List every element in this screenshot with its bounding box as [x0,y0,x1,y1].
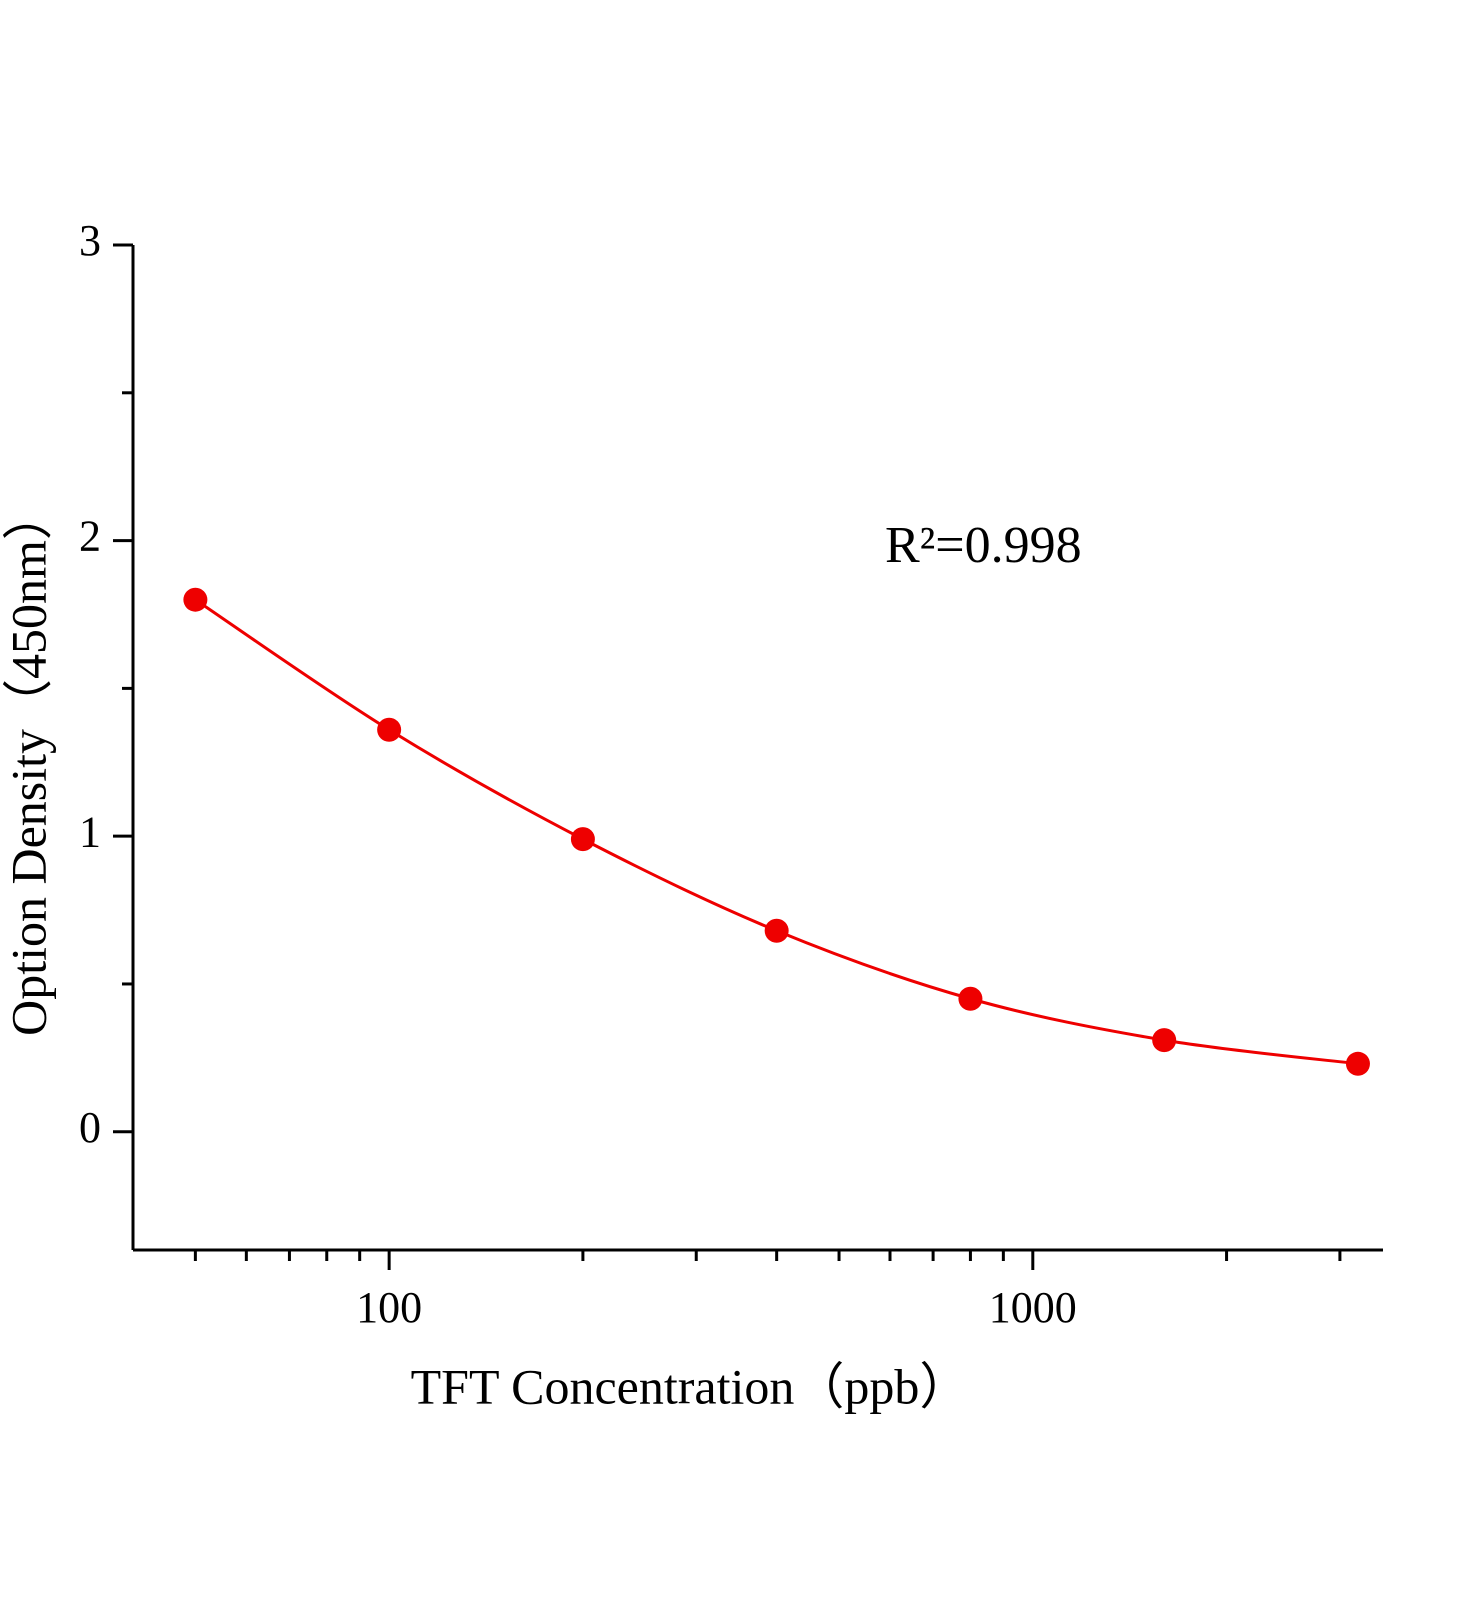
y-tick-label: 0 [79,1103,101,1152]
data-point [183,587,208,612]
annotation: R²=0.998 [885,517,1082,574]
y-tick-label: 1 [79,807,101,856]
data-point [1345,1051,1370,1076]
data-point [764,918,789,943]
data-point [570,827,595,852]
data-point [1152,1028,1177,1053]
y-tick-label: 3 [79,216,101,265]
y-tick-label: 2 [79,512,101,561]
fit-line [194,598,1359,1066]
x-tick-label: 100 [356,1283,422,1332]
x-axis-label: TFT Concentration（ppb） [411,1358,970,1414]
y-axis-label: Option Density（450nm） [0,490,56,1036]
x-tick-label: 1000 [989,1283,1077,1332]
data-point [377,717,402,742]
data-point [958,986,983,1011]
